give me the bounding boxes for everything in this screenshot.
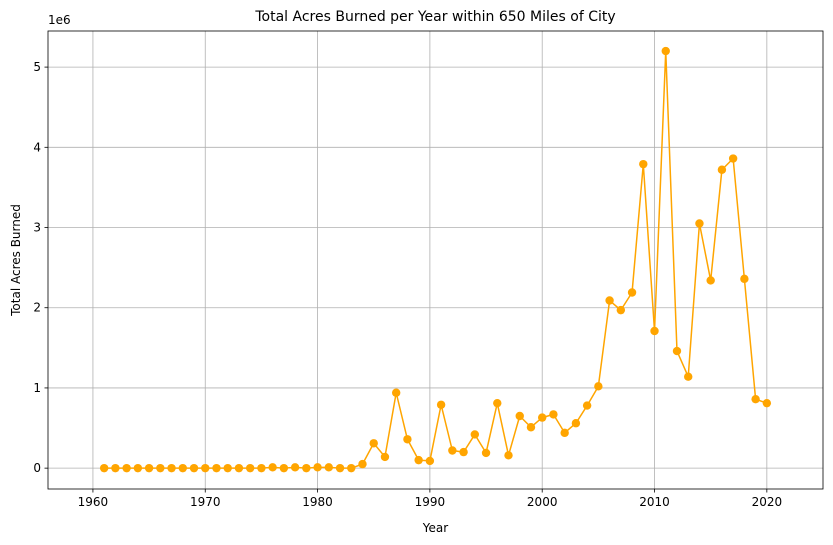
data-point (616, 305, 626, 315)
data-point (470, 430, 480, 439)
data-point (661, 46, 670, 56)
data-point (111, 463, 120, 473)
plot-frame (47, 30, 824, 490)
data-point (201, 463, 210, 473)
y-tick-label: 1 (33, 381, 41, 395)
data-point (627, 288, 637, 297)
data-point (167, 463, 176, 473)
data-point (549, 410, 558, 419)
x-tick-label: 2020 (752, 495, 783, 509)
plot-area (48, 31, 823, 489)
data-point (526, 423, 536, 432)
data-point (324, 463, 333, 472)
x-tick-label: 1990 (415, 495, 446, 509)
data-point (571, 419, 581, 428)
data-point (493, 398, 502, 408)
data-point (594, 382, 603, 391)
data-point (605, 296, 614, 305)
data-point (178, 463, 187, 473)
data-point (650, 326, 659, 336)
series-layer (99, 46, 772, 473)
data-point (257, 463, 266, 473)
data-point (436, 400, 446, 409)
y-tick-label: 3 (33, 221, 41, 235)
y-tick-label: 2 (33, 301, 41, 315)
data-point (245, 463, 255, 473)
x-tick-label: 1970 (190, 495, 221, 509)
x-tick-label: 2000 (527, 495, 558, 509)
data-point (717, 165, 727, 174)
data-point (403, 435, 412, 444)
data-point (706, 276, 715, 285)
data-point (189, 463, 199, 473)
data-point (380, 452, 390, 462)
data-point (459, 447, 468, 457)
data-point (481, 448, 491, 458)
y-axis-title: Total Acres Burned (9, 204, 23, 317)
data-point (268, 463, 277, 472)
data-point (122, 463, 131, 473)
data-point (223, 463, 232, 473)
data-point (347, 463, 356, 473)
data-point (234, 463, 244, 473)
y-tick-label: 0 (33, 461, 41, 475)
x-tick-label: 2010 (639, 495, 670, 509)
data-point (425, 456, 435, 466)
data-point (335, 463, 345, 473)
x-tick-label: 1960 (78, 495, 109, 509)
data-point (99, 463, 109, 473)
data-point (369, 439, 378, 448)
chart-title: Total Acres Burned per Year within 650 M… (254, 9, 615, 25)
data-point (391, 388, 401, 397)
data-point (279, 463, 289, 473)
data-point (290, 463, 300, 472)
data-point (740, 274, 749, 284)
data-point (560, 428, 569, 438)
data-point (358, 459, 367, 469)
data-point (313, 463, 322, 472)
data-point (684, 372, 693, 381)
data-point (695, 219, 704, 228)
data-point (156, 463, 165, 473)
x-axis: 1960 1970 1980 1990 2000 2010 2020 (78, 489, 782, 509)
data-point (144, 463, 154, 473)
grid-lines (48, 31, 823, 489)
data-point (448, 446, 457, 455)
y-offset-label: 1e6 (48, 13, 71, 27)
data-point (212, 463, 221, 473)
data-point (538, 413, 547, 422)
y-tick-label: 5 (33, 60, 41, 74)
data-point (515, 411, 524, 421)
data-point (582, 401, 592, 410)
x-tick-label: 1980 (302, 495, 333, 509)
data-point (504, 451, 513, 460)
data-point (133, 463, 143, 473)
data-point (302, 463, 311, 473)
data-point (762, 398, 772, 408)
data-point (728, 154, 738, 163)
data-point (672, 346, 682, 356)
data-point (751, 394, 760, 404)
y-axis: 0 1 2 3 4 5 (33, 60, 48, 475)
y-tick-label: 4 (33, 140, 41, 154)
data-point (414, 455, 423, 465)
data-point (639, 159, 648, 169)
x-axis-title: Year (422, 521, 448, 535)
